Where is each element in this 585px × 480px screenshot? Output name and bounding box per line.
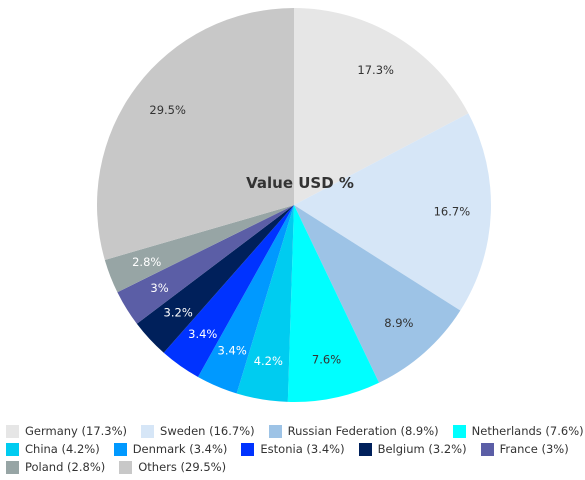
legend-item[interactable]: Estonia (3.4%): [241, 442, 345, 456]
legend-item[interactable]: Poland (2.8%): [6, 460, 105, 474]
slice-label: 3.4%: [218, 343, 247, 357]
legend-swatch: [6, 442, 19, 456]
legend-swatch: [241, 442, 255, 456]
legend-swatch: [480, 442, 494, 456]
pie-slice-belgium[interactable]: [136, 205, 294, 353]
pie-slice-netherlands[interactable]: [287, 205, 379, 402]
pie-slice-sweden[interactable]: [294, 113, 491, 311]
pie-slice-france[interactable]: [117, 205, 294, 324]
legend-swatch: [268, 424, 282, 438]
pie-slice-others[interactable]: [96, 8, 295, 260]
legend-item[interactable]: Germany (17.3%): [6, 424, 127, 438]
pie-slices: [96, 8, 491, 402]
legend-item[interactable]: Netherlands (7.6%): [452, 424, 584, 438]
pie-slice-germany[interactable]: [294, 8, 469, 205]
slice-label: 2.8%: [132, 255, 161, 269]
pie-slice-labels: 17.3% 16.7% 8.9% 7.6% 4.2% 3.4%3.4% 3.2% 3% 2.8%…: [132, 63, 470, 368]
legend-swatch: [452, 424, 466, 438]
legend-swatch: [113, 442, 127, 456]
legend-label: Others (29.5%): [138, 460, 227, 474]
legend-swatch: [141, 424, 155, 438]
legend-label: Netherlands (7.6%): [471, 424, 584, 438]
legend-label: China (4.2%): [25, 442, 100, 456]
legend-label: Estonia (3.4%): [260, 442, 345, 456]
slice-label: 8.9%: [384, 316, 413, 330]
slice-label: 16.7%: [434, 204, 471, 218]
legend-label: Russian Federation (8.9%): [287, 424, 439, 438]
legend-label: Poland (2.8%): [25, 460, 106, 474]
chart-legend: Germany (17.3%) Sweden (16.7%) Russian Fed…: [6, 424, 584, 474]
slice-label: 3%: [150, 281, 168, 295]
legend-swatch: [6, 460, 19, 474]
chart-title: Value USD %: [246, 174, 354, 192]
pie-chart-plot: 17.3% 16.7% 8.9% 7.6% 4.2% 3.4%3.4% 3.2% 3% 2.8%…: [96, 8, 491, 402]
pie-slice-russian-federation[interactable]: [294, 205, 461, 383]
legend-label: France (3%): [499, 442, 569, 456]
pie-slice-denmark[interactable]: [198, 205, 294, 394]
legend-item[interactable]: China (4.2%): [6, 442, 100, 456]
pie-slice-poland[interactable]: [104, 205, 294, 293]
legend-label: Sweden (16.7%): [160, 424, 255, 438]
pie-slice-china[interactable]: [236, 205, 294, 402]
slice-label: 7.6%: [312, 353, 341, 367]
slice-label: 3.4%: [188, 327, 217, 341]
legend-item[interactable]: Sweden (16.7%): [141, 424, 255, 438]
legend-label: Denmark (3.4%): [132, 442, 228, 456]
legend-swatch: [6, 424, 19, 438]
slice-label: 4.2%: [254, 354, 283, 368]
legend-item[interactable]: France (3%): [480, 442, 569, 456]
slice-label: 17.3%: [357, 63, 394, 77]
legend-item[interactable]: Denmark (3.4%): [113, 442, 228, 456]
slice-label: 3.2%: [164, 305, 193, 319]
legend-label: Germany (17.3%): [25, 424, 128, 438]
legend-label: Belgium (3.2%): [377, 442, 467, 456]
legend-swatch: [119, 460, 133, 474]
legend-item[interactable]: Russian Federation (8.9%): [268, 424, 439, 438]
legend-item[interactable]: Belgium (3.2%): [358, 442, 467, 456]
legend-item[interactable]: Others (29.5%): [119, 460, 226, 474]
slice-label: 29.5%: [149, 103, 186, 117]
pie-slice-estonia[interactable]: [163, 205, 294, 378]
legend-swatch: [358, 442, 372, 456]
